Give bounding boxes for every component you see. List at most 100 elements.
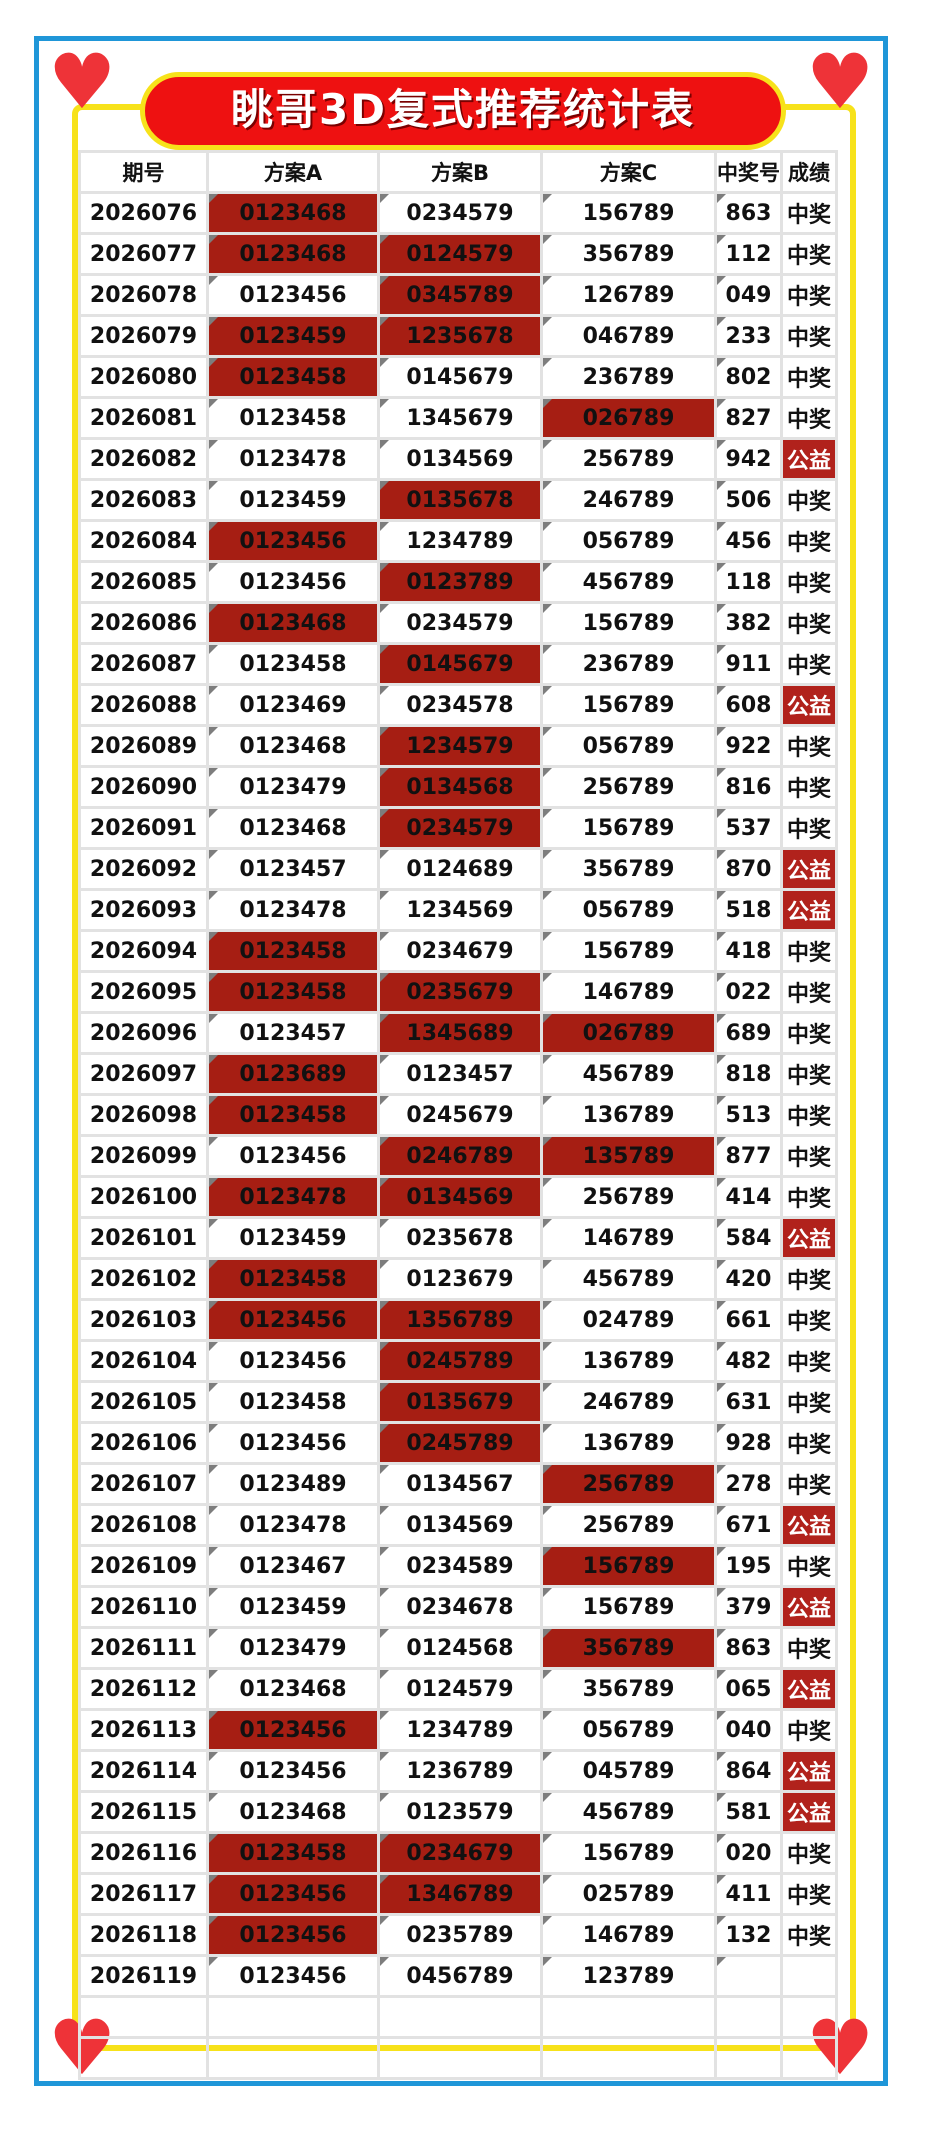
winning-number-cell: 827 xyxy=(714,396,783,440)
result-cell: 中奖 xyxy=(780,478,838,522)
plan-a-cell: 0123478 xyxy=(206,1175,380,1219)
plan-b-cell xyxy=(377,2036,543,2080)
winning-number-cell: 040 xyxy=(714,1708,783,1752)
winning-number-cell: 689 xyxy=(714,1011,783,1055)
winning-number-cell: 802 xyxy=(714,355,783,399)
plan-b-cell: 0123789 xyxy=(377,560,543,604)
result-cell: 中奖 xyxy=(780,1544,838,1588)
plan-c-cell: 356789 xyxy=(540,1667,717,1711)
table-row: 2026087 0123458 0145679 236789 911 中奖 xyxy=(78,642,838,686)
period-cell: 2026090 xyxy=(78,765,209,809)
table-row: 2026111 0123479 0124568 356789 863 中奖 xyxy=(78,1626,838,1670)
plan-a-cell: 0123456 xyxy=(206,1134,380,1178)
winning-number-cell: 863 xyxy=(714,1626,783,1670)
period-cell: 2026106 xyxy=(78,1421,209,1465)
table-row: 2026099 0123456 0246789 135789 877 中奖 xyxy=(78,1134,838,1178)
plan-c-cell: 356789 xyxy=(540,232,717,276)
period-cell: 2026110 xyxy=(78,1585,209,1629)
plan-a-cell: 0123478 xyxy=(206,437,380,481)
table-row: 2026091 0123468 0234579 156789 537 中奖 xyxy=(78,806,838,850)
plan-a-cell: 0123458 xyxy=(206,1257,380,1301)
result-cell: 中奖 xyxy=(780,1052,838,1096)
result-cell: 公益 xyxy=(780,1667,838,1711)
plan-c-cell: 024789 xyxy=(540,1298,717,1342)
table-row: 2026114 0123456 1236789 045789 864 公益 xyxy=(78,1749,838,1793)
table-row: 2026092 0123457 0124689 356789 870 公益 xyxy=(78,847,838,891)
period-cell: 2026100 xyxy=(78,1175,209,1219)
period-cell: 2026086 xyxy=(78,601,209,645)
plan-b-cell: 0124689 xyxy=(377,847,543,891)
plan-a-cell xyxy=(206,1995,380,2039)
plan-a-cell: 0123468 xyxy=(206,806,380,850)
winning-number-cell: 278 xyxy=(714,1462,783,1506)
table-row: 2026093 0123478 1234569 056789 518 公益 xyxy=(78,888,838,932)
plan-a-cell: 0123489 xyxy=(206,1462,380,1506)
plan-c-cell: 026789 xyxy=(540,396,717,440)
plan-c-cell: 146789 xyxy=(540,970,717,1014)
plan-b-cell: 0235678 xyxy=(377,1216,543,1260)
winning-number-cell: 020 xyxy=(714,1831,783,1875)
plan-c-cell: 136789 xyxy=(540,1421,717,1465)
winning-number-cell: 928 xyxy=(714,1421,783,1465)
period-cell: 2026111 xyxy=(78,1626,209,1670)
plan-a-cell: 0123468 xyxy=(206,232,380,276)
winning-number-cell: 922 xyxy=(714,724,783,768)
table-row: 2026094 0123458 0234679 156789 418 中奖 xyxy=(78,929,838,973)
table-row xyxy=(78,1995,838,2039)
result-cell xyxy=(780,1995,838,2039)
plan-a-cell: 0123469 xyxy=(206,683,380,727)
plan-a-cell: 0123456 xyxy=(206,1339,380,1383)
heart-icon: ♥ xyxy=(48,37,117,126)
plan-a-cell: 0123458 xyxy=(206,1831,380,1875)
plan-a-cell: 0123456 xyxy=(206,1421,380,1465)
plan-c-cell: 156789 xyxy=(540,1544,717,1588)
result-cell: 中奖 xyxy=(780,1175,838,1219)
plan-b-cell: 0123579 xyxy=(377,1790,543,1834)
period-cell: 2026104 xyxy=(78,1339,209,1383)
result-cell: 公益 xyxy=(780,1790,838,1834)
header-plan-a: 方案A xyxy=(206,150,380,194)
table-row xyxy=(78,2036,838,2080)
result-cell: 中奖 xyxy=(780,273,838,317)
table-row: 2026090 0123479 0134568 256789 816 中奖 xyxy=(78,765,838,809)
plan-c-cell: 246789 xyxy=(540,1380,717,1424)
period-cell: 2026080 xyxy=(78,355,209,399)
result-cell: 中奖 xyxy=(780,519,838,563)
period-cell: 2026102 xyxy=(78,1257,209,1301)
winning-number-cell: 420 xyxy=(714,1257,783,1301)
result-cell: 中奖 xyxy=(780,396,838,440)
plan-a-cell: 0123456 xyxy=(206,1872,380,1916)
winning-number-cell: 112 xyxy=(714,232,783,276)
table-row: 2026080 0123458 0145679 236789 802 中奖 xyxy=(78,355,838,399)
plan-b-cell: 0234679 xyxy=(377,1831,543,1875)
table-row: 2026101 0123459 0235678 146789 584 公益 xyxy=(78,1216,838,1260)
result-cell: 公益 xyxy=(780,1503,838,1547)
plan-a-cell: 0123458 xyxy=(206,1380,380,1424)
table-row: 2026081 0123458 1345679 026789 827 中奖 xyxy=(78,396,838,440)
winning-number-cell: 132 xyxy=(714,1913,783,1957)
winning-number-cell: 411 xyxy=(714,1872,783,1916)
period-cell: 2026088 xyxy=(78,683,209,727)
period-cell: 2026115 xyxy=(78,1790,209,1834)
period-cell: 2026091 xyxy=(78,806,209,850)
table-row: 2026119 0123456 0456789 123789 xyxy=(78,1954,838,1998)
result-cell: 中奖 xyxy=(780,1298,838,1342)
plan-b-cell: 0245789 xyxy=(377,1339,543,1383)
period-cell: 2026101 xyxy=(78,1216,209,1260)
result-cell: 中奖 xyxy=(780,1708,838,1752)
plan-b-cell: 0145679 xyxy=(377,355,543,399)
plan-b-cell: 0135678 xyxy=(377,478,543,522)
table-row: 2026100 0123478 0134569 256789 414 中奖 xyxy=(78,1175,838,1219)
plan-a-cell: 0123459 xyxy=(206,1216,380,1260)
plan-b-cell: 0345789 xyxy=(377,273,543,317)
period-cell: 2026116 xyxy=(78,1831,209,1875)
result-cell: 中奖 xyxy=(780,1462,838,1506)
plan-a-cell: 0123457 xyxy=(206,847,380,891)
plan-c-cell: 026789 xyxy=(540,1011,717,1055)
plan-b-cell: 0124579 xyxy=(377,232,543,276)
plan-a-cell xyxy=(206,2036,380,2080)
result-cell: 中奖 xyxy=(780,1913,838,1957)
table-row: 2026083 0123459 0135678 246789 506 中奖 xyxy=(78,478,838,522)
period-cell: 2026083 xyxy=(78,478,209,522)
table-row: 2026107 0123489 0134567 256789 278 中奖 xyxy=(78,1462,838,1506)
